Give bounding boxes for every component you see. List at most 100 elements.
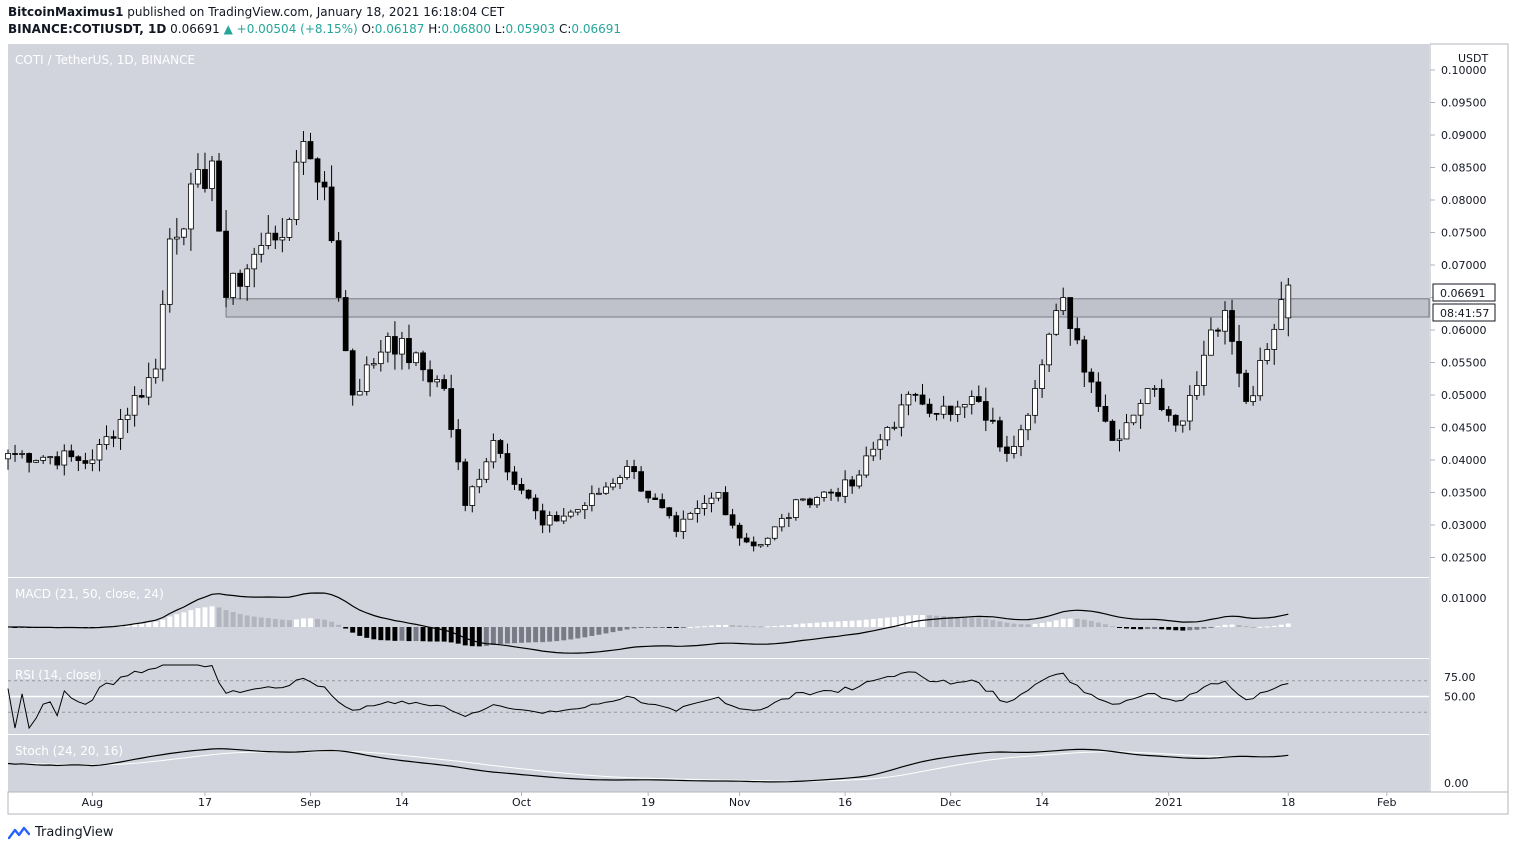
candle-body [195,169,201,185]
candle-body [1165,409,1172,416]
macd-histogram-bar [1215,626,1221,628]
candle-body [750,541,757,547]
candle-body [1257,360,1264,397]
macd-histogram-bar [582,627,588,638]
macd-histogram-bar [181,612,187,627]
macd-histogram-bar [610,627,616,633]
macd-histogram-bar [1032,623,1038,627]
macd-histogram-bar [779,625,785,627]
macd-histogram-bar [146,622,152,627]
macd-histogram-bar [835,621,841,627]
macd-histogram-bar [526,627,532,643]
candle-body [82,460,89,464]
candle-body [19,453,25,455]
time-tick-label: 14 [1035,796,1049,809]
candle-body [694,507,701,514]
time-tick-label: 2021 [1155,796,1183,809]
candle-body [1222,310,1228,332]
macd-histogram-bar [512,627,517,644]
macd-histogram-bar [927,615,933,627]
macd-histogram-bar [786,625,792,627]
candle-body [729,514,736,526]
macd-histogram-bar [673,627,679,628]
candle-body [490,440,497,463]
macd-histogram-bar [399,627,405,641]
macd-indicator [5,592,1291,654]
candle-body [159,303,166,370]
tradingview-brand[interactable]: TradingView [8,825,114,840]
candle-body [997,420,1003,448]
macd-histogram-bar [751,626,757,628]
macd-histogram-bar [709,625,714,627]
macd-histogram-bar [863,619,869,627]
macd-histogram-bar [730,625,736,627]
candle-body [898,404,905,428]
candle-body [947,405,954,415]
candle-body [1144,388,1151,404]
candle-body [131,395,138,416]
time-tick-label: 17 [198,796,212,809]
time-axis[interactable] [7,791,1509,815]
candle-body [455,429,462,463]
macd-histogram-bar [139,623,145,627]
chart-title: COTI / TetherUS, 1D, BINANCE [15,53,195,67]
macd-histogram-bar [659,627,665,628]
macd-histogram-bar [462,627,468,646]
macd-histogram-bar [322,619,328,627]
candle-body [617,477,623,484]
macd-histogram-bar [828,621,834,627]
macd-histogram-bar [1285,623,1291,627]
macd-histogram-bar [1173,627,1179,631]
author-name[interactable]: BitcoinMaximus1 [8,5,124,19]
macd-histogram-bar [265,618,271,627]
candle-body [701,502,708,509]
candle-body [103,436,110,445]
macd-histogram-bar [955,617,961,627]
macd-histogram-bar [434,627,440,642]
candle-body [589,493,595,506]
macd-histogram-bar [1222,624,1228,627]
macd-histogram-bar [406,627,412,642]
macd-histogram-bar [1131,627,1137,630]
time-tick-label: Oct [512,796,532,809]
candle-body [286,219,293,238]
macd-histogram-bar [1250,626,1256,628]
candle-body [96,444,103,461]
tradingview-logo-icon [8,826,30,839]
candle-body [1137,403,1144,416]
candle-body [244,268,251,287]
macd-histogram-bar [209,606,215,627]
candle-body [884,427,891,441]
stoch-d-line [7,750,1289,782]
candle-body [680,518,687,532]
candle-body [216,160,222,232]
candle-body [659,499,666,509]
macd-histogram-bar [132,624,138,627]
candle-body [581,505,588,511]
candle-body [237,272,244,287]
macd-histogram-bar [898,616,904,627]
candle-body [518,484,525,491]
candle-body [567,511,574,517]
candle-body [370,363,377,366]
time-axis-labels: Aug 17 Sep 14 Oct 19 Nov 16 Dec 14 2021 18 Feb [82,792,1397,809]
macd-histogram-bar [336,624,342,627]
stoch-tick-label: 0.00 [1444,777,1469,790]
candle-body [145,377,152,398]
macd-histogram-bar [1201,627,1207,629]
macd-histogram-bar [716,624,721,627]
candle-body [1039,364,1045,389]
macd-histogram-bar [765,626,771,628]
candle-body [321,181,328,188]
macd-histogram-bar [1257,626,1263,628]
price-tick-label: 0.10000 [1441,64,1487,77]
macd-histogram-bar [701,626,707,628]
macd-histogram-bar [1271,625,1277,627]
open-label: O: [361,22,375,36]
macd-histogram-bar [1046,621,1052,627]
macd-histogram-bar [694,626,700,628]
candle-body [5,453,11,460]
candle-body [441,379,448,389]
candle-body [258,245,265,255]
